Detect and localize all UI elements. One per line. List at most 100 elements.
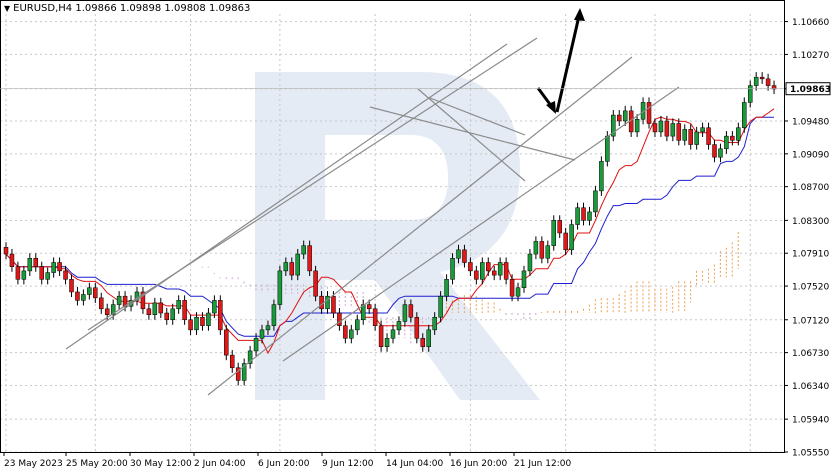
candle-body xyxy=(622,110,628,122)
candle-body xyxy=(33,258,39,267)
candle-body xyxy=(462,249,467,263)
candle-body xyxy=(337,312,342,326)
candle-body xyxy=(384,338,390,347)
candle-body xyxy=(581,207,586,221)
candle-body xyxy=(27,258,33,272)
candle-body xyxy=(241,363,247,381)
candle-body xyxy=(277,270,283,305)
candle-body xyxy=(253,338,259,352)
candle-body xyxy=(212,300,217,314)
candle-body xyxy=(765,78,771,86)
x-tick-label: 2 Jun 04:00 xyxy=(194,459,246,469)
candle-body xyxy=(235,367,241,381)
candle-body xyxy=(301,245,306,255)
candle-body xyxy=(753,76,759,86)
candle-body xyxy=(575,207,580,225)
ohlc-values: 1.09866 1.09898 1.09808 1.09863 xyxy=(75,3,251,14)
candle-body xyxy=(57,262,62,272)
candle-body xyxy=(438,295,443,318)
candle-body xyxy=(503,262,509,280)
candle-body xyxy=(170,308,175,321)
candle-body xyxy=(116,295,122,305)
candle-body xyxy=(480,262,485,280)
x-tick-label: 30 May 12:00 xyxy=(130,459,192,469)
y-tick-label: 1.06730 xyxy=(792,349,829,359)
candle-body xyxy=(45,272,50,280)
chart-header: ▼ EURUSD,H4 1.09866 1.09898 1.09808 1.098… xyxy=(4,3,250,14)
candle-body xyxy=(307,245,312,272)
candle-body xyxy=(587,211,592,221)
symbol-menu-icon[interactable]: ▼ xyxy=(4,4,11,13)
candle-body xyxy=(742,102,747,128)
y-tick-label: 1.10270 xyxy=(792,51,829,61)
candle-body xyxy=(682,129,687,141)
forecast-arrowhead-up xyxy=(574,8,585,21)
candle-body xyxy=(259,329,265,339)
candle-body xyxy=(551,220,557,246)
candle-body xyxy=(670,123,676,137)
candle-body xyxy=(343,325,348,339)
candle-body xyxy=(486,262,491,272)
x-tick-label: 25 May 20:00 xyxy=(66,459,128,469)
trend-line xyxy=(207,56,633,396)
candle-body xyxy=(200,316,205,326)
candle-body xyxy=(140,291,146,310)
y-tick-label: 1.06340 xyxy=(792,382,829,392)
candle-body xyxy=(182,300,187,321)
candle-body xyxy=(224,329,229,356)
candle-body xyxy=(652,123,658,133)
candle-body xyxy=(420,338,426,347)
current-price-label: 1.09863 xyxy=(790,85,831,95)
candle-body xyxy=(283,262,289,272)
candle-body xyxy=(158,302,164,314)
candle-body xyxy=(456,249,461,259)
x-tick-label: 6 Jun 20:00 xyxy=(258,459,310,469)
x-tick-label: 21 Jun 12:00 xyxy=(514,459,571,469)
candle-body xyxy=(563,232,568,251)
candle-body xyxy=(676,123,682,141)
y-tick-label: 1.07120 xyxy=(792,316,829,326)
candle-body xyxy=(533,241,539,255)
candle-body xyxy=(700,127,705,133)
candle-body xyxy=(99,297,104,310)
plot-frame xyxy=(0,0,785,453)
trend-line xyxy=(369,106,576,161)
candle-body xyxy=(81,294,86,301)
tenkan-line xyxy=(5,108,775,355)
watermark-logo xyxy=(255,72,540,400)
candle-body xyxy=(325,295,330,310)
candle-body xyxy=(426,329,431,347)
candle-body xyxy=(521,270,527,288)
kijun-line xyxy=(5,116,774,337)
candle-body xyxy=(616,114,622,122)
y-tick-label: 1.08700 xyxy=(792,183,829,193)
candle-body xyxy=(468,262,473,272)
candle-body xyxy=(605,135,610,162)
candle-body xyxy=(736,127,741,141)
candle-body xyxy=(509,279,515,297)
candle-body xyxy=(634,119,640,133)
trend-line xyxy=(417,88,526,182)
candle-body xyxy=(402,304,408,322)
candle-body xyxy=(289,262,295,276)
candle-body xyxy=(206,312,211,326)
x-tick-label: 14 Jun 04:00 xyxy=(386,459,443,469)
y-tick-label: 1.07910 xyxy=(792,250,829,260)
candle-body xyxy=(432,316,437,331)
candle-body xyxy=(390,329,396,339)
candle-body xyxy=(372,308,378,326)
candle-body xyxy=(724,135,729,150)
trend-line xyxy=(87,37,538,331)
candle-body xyxy=(313,270,318,297)
candle-body xyxy=(599,161,604,192)
candle-body xyxy=(444,279,449,297)
candle-body xyxy=(218,300,223,331)
candle-body xyxy=(527,253,533,272)
candle-body xyxy=(515,287,521,297)
candle-body xyxy=(360,304,366,321)
x-tick-label: 23 May 2023 xyxy=(4,459,63,469)
trend-line xyxy=(65,43,508,350)
x-tick-label: 16 Jun 20:00 xyxy=(450,459,507,469)
candle-body xyxy=(3,247,9,255)
